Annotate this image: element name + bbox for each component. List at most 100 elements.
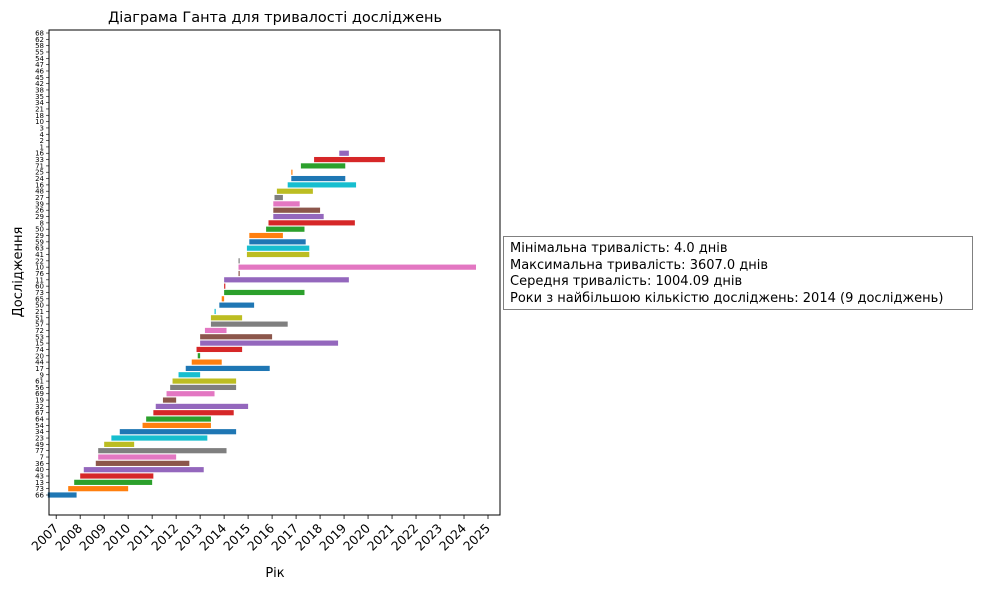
gantt-bar	[196, 346, 243, 353]
gantt-bar	[224, 277, 349, 283]
y-tick-label: 22	[35, 257, 44, 265]
y-tick-label: 50	[35, 302, 44, 310]
y-tick-label: 73	[35, 485, 44, 493]
gantt-bar	[146, 416, 211, 422]
stat-top-years: Роки з найбільшою кількістю досліджень: …	[510, 290, 944, 306]
y-tick-label: 32	[35, 403, 44, 411]
gantt-bar	[291, 175, 346, 182]
y-tick-label: 61	[35, 378, 44, 386]
y-tick-label: 50	[35, 226, 44, 234]
gantt-bar	[166, 391, 215, 397]
y-tick-label: 3	[40, 124, 44, 132]
stat-mean-duration: Середня тривалість: 1004.09 днів	[510, 274, 743, 289]
y-tick-label: 25	[35, 169, 44, 177]
gantt-bar	[300, 163, 346, 169]
gantt-bar	[68, 486, 129, 492]
gantt-bar	[74, 479, 153, 485]
x-tick-label: 2024	[436, 520, 469, 553]
x-tick-label: 2011	[124, 521, 157, 554]
gantt-bar	[80, 473, 154, 479]
x-axis-label: Рік	[265, 566, 284, 581]
gantt-bar	[142, 422, 211, 428]
x-tick-labels: 2007200820092010201120122013201420152016…	[28, 515, 493, 554]
y-tick-label: 13	[35, 479, 44, 487]
y-tick-label: 10	[35, 264, 44, 272]
y-tick-label: 42	[35, 80, 44, 88]
y-tick-label: 59	[35, 238, 44, 246]
gantt-bar	[287, 182, 357, 188]
y-tick-label: 64	[35, 416, 44, 424]
y-tick-label: 40	[35, 466, 44, 474]
y-tick-label: 29	[35, 232, 44, 240]
y-tick-label: 66	[35, 492, 44, 500]
y-tick-label: 69	[35, 390, 44, 398]
gantt-bar	[98, 454, 177, 460]
x-tick-label: 2008	[52, 520, 85, 553]
gantt-bar	[98, 448, 227, 454]
y-tick-label: 60	[35, 283, 44, 291]
y-tick-label: 2	[40, 137, 44, 145]
y-tick-label: 49	[35, 441, 44, 449]
gantt-bar	[153, 410, 234, 416]
gantt-bar	[178, 372, 201, 378]
gantt-bar	[266, 226, 305, 232]
gantt-bar	[224, 289, 305, 296]
gantt-bar	[268, 220, 355, 226]
gantt-bar	[238, 264, 477, 270]
x-tick-label: 2007	[28, 521, 61, 554]
stat-max-duration: Максимальна тривалість: 3607.0 днів	[510, 257, 769, 273]
gantt-bar	[273, 207, 321, 213]
x-tick-label: 2025	[460, 521, 493, 554]
y-tick-label: 20	[35, 352, 44, 360]
gantt-bar	[47, 492, 77, 498]
y-tick-label: 36	[35, 460, 44, 468]
gantt-bar	[273, 201, 300, 207]
x-tick-label: 2014	[196, 520, 229, 553]
x-tick-label: 2018	[292, 520, 325, 553]
y-tick-label: 71	[35, 162, 44, 170]
y-tick-label: 15	[35, 340, 44, 348]
gantt-bar	[249, 232, 283, 239]
y-tick-label: 34	[35, 99, 44, 107]
bars-layer	[47, 150, 477, 498]
gantt-bar	[249, 239, 306, 245]
y-tick-label: 26	[35, 207, 44, 215]
y-tick-label: 68	[35, 30, 44, 38]
y-tick-label: 7	[40, 454, 44, 462]
y-tick-label: 43	[35, 473, 44, 481]
gantt-bar	[274, 194, 283, 201]
y-tick-label: 17	[35, 365, 44, 373]
y-tick-label: 65	[35, 295, 44, 303]
gantt-bar	[83, 467, 204, 473]
gantt-bar	[214, 308, 216, 315]
y-tick-label: 24	[35, 175, 44, 183]
gantt-bar	[200, 340, 339, 346]
y-tick-label: 67	[35, 409, 44, 417]
gantt-bar	[276, 188, 313, 194]
gantt-bar	[221, 296, 225, 302]
y-tick-label: 10	[35, 118, 44, 126]
y-tick-label: 72	[35, 327, 44, 335]
statistics-box: Мінімальна тривалість: 4.0 днів Максимал…	[503, 236, 973, 310]
y-tick-label: 8	[40, 219, 44, 227]
gantt-bar	[314, 156, 385, 163]
y-tick-label: 63	[35, 245, 44, 253]
y-tick-label: 55	[35, 48, 44, 56]
gantt-bar	[238, 270, 240, 277]
y-tick-label: 9	[40, 371, 44, 379]
gantt-bar	[95, 460, 190, 466]
y-tick-label: 57	[35, 321, 44, 329]
y-tick-label: 16	[35, 181, 44, 189]
x-tick-label: 2020	[340, 520, 373, 553]
gantt-bar	[155, 403, 249, 409]
gantt-bar	[104, 441, 135, 447]
y-tick-label: 51	[35, 314, 44, 322]
y-tick-label: 21	[35, 308, 44, 316]
plot-frame	[48, 29, 501, 516]
y-tick-label: 74	[35, 346, 44, 354]
gantt-bar	[224, 283, 226, 289]
y-tick-label: 58	[35, 42, 44, 50]
y-tick-label: 62	[35, 36, 44, 44]
gantt-bar	[210, 315, 243, 321]
y-tick-label: 76	[35, 270, 44, 278]
